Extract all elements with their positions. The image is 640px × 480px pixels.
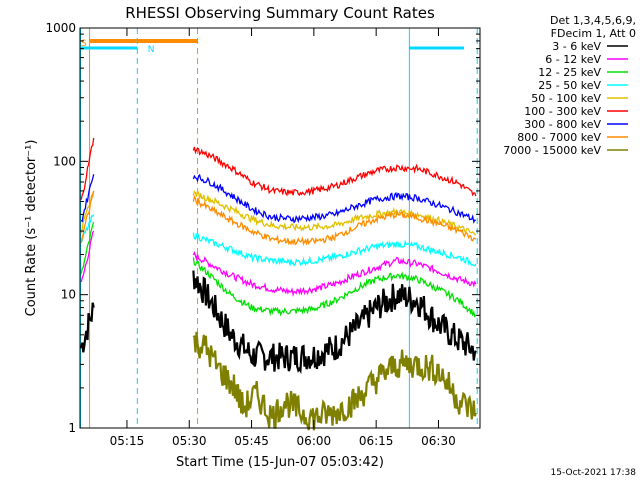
series-0 [80,270,477,374]
x-tick-label: 05:30 [172,434,207,448]
series-line [80,190,95,234]
series-2 [80,221,477,318]
series-line [192,270,477,374]
y-tick-label: 10 [61,288,76,302]
y-tick-label: 100 [53,154,76,168]
series-5 [80,137,477,200]
night-flag-label: N [148,45,155,55]
legend-entry-label: 6 - 12 keV [545,53,601,66]
x-axis-label: Start Time (15-Jun-07 05:03:42) [176,455,384,470]
chart-title: RHESSI Observing Summary Count Rates [125,4,435,22]
series-8 [192,331,477,431]
legend-entry-label: 3 - 6 keV [552,40,601,53]
legend-entry-label: 100 - 300 keV [524,105,601,118]
series-line [192,250,477,297]
x-tick-label: 06:00 [297,434,332,448]
saa-flag-label: S [81,39,87,49]
series-line [192,257,477,318]
series-line [80,302,95,353]
x-tick-label: 05:45 [234,434,269,448]
x-axis: 05:15 05:30 05:45 06:00 06:15 06:30 [110,28,456,448]
series-line [80,137,95,200]
footer-timestamp: 15-Oct-2021 17:38 [551,468,637,478]
observing-flags: SN [80,28,478,428]
x-tick-label: 06:15 [359,434,394,448]
series-layer [80,137,477,431]
legend-entry-label: 300 - 800 keV [524,118,601,131]
y-tick-label: 1 [68,421,76,435]
series-1 [80,230,477,297]
legend-entry-label: 7000 - 15000 keV [503,144,601,157]
series-line [192,189,477,236]
series-line [192,173,477,224]
y-axis: 1 10 100 1000 [45,21,480,435]
y-tick-label: 1000 [45,21,76,35]
legend: Det 1,3,4,5,6,9,FDecim 1, Att 03 - 6 keV… [503,14,636,157]
legend-header-line: FDecim 1, Att 0 [551,27,636,40]
legend-entry-label: 50 - 100 keV [531,92,601,105]
series-line [80,230,95,283]
series-line [192,232,477,267]
legend-entry-label: 25 - 50 keV [538,79,601,92]
legend-header-line: Det 1,3,4,5,6,9, [550,14,636,27]
plot-frame [79,27,481,429]
x-tick-label: 06:30 [421,434,456,448]
legend-entry-label: 12 - 25 keV [538,66,601,79]
series-line [192,194,477,246]
x-tick-label: 05:15 [110,434,145,448]
legend-entry-label: 800 - 7000 keV [517,131,601,144]
y-axis-label: Count Rate (s⁻¹ detector⁻¹) [24,140,39,317]
series-line [80,221,95,274]
series-line [192,146,477,197]
series-line [80,190,95,244]
series-line [192,331,477,431]
series-7 [80,190,477,246]
